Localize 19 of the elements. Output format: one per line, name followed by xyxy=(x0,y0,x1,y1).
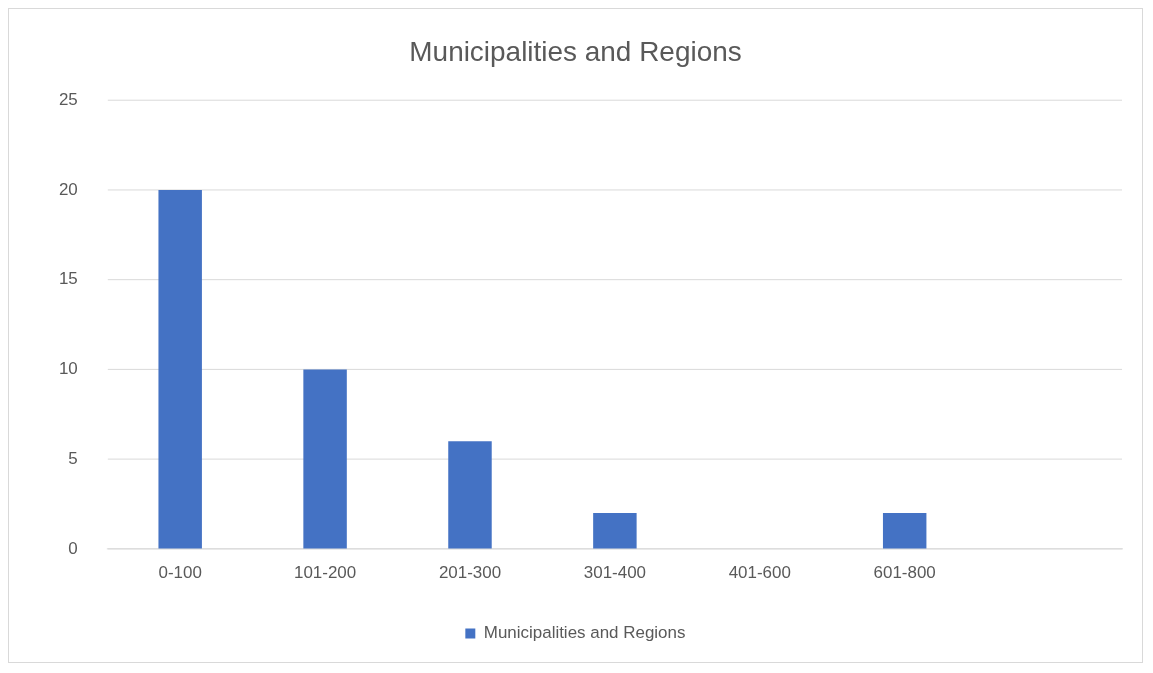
x-tick-label: 601-800 xyxy=(873,562,936,582)
y-tick-label: 20 xyxy=(58,179,78,199)
x-tick-label: 301-400 xyxy=(583,562,646,582)
chart-title: Municipalities and Regions xyxy=(409,36,742,68)
y-tick-label: 15 xyxy=(58,269,78,289)
legend-label: Municipalities and Regions xyxy=(483,623,686,643)
y-tick-label: 10 xyxy=(58,359,78,379)
y-tick-label: 5 xyxy=(68,448,78,468)
y-tick-label: 25 xyxy=(58,90,78,109)
x-tick-label: 401-600 xyxy=(728,562,791,582)
bar xyxy=(448,441,492,549)
bar xyxy=(882,513,927,549)
bar xyxy=(303,369,347,549)
x-tick-label: 101-200 xyxy=(293,562,357,582)
bar xyxy=(158,190,202,549)
y-tick-label: 0 xyxy=(68,538,78,558)
x-tick-label: 201-300 xyxy=(438,562,502,582)
x-tick-label: 0-100 xyxy=(158,562,202,582)
bar xyxy=(593,513,637,549)
